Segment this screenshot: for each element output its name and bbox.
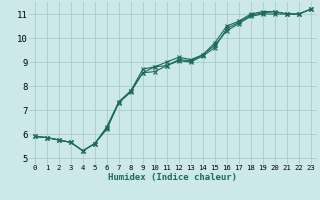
X-axis label: Humidex (Indice chaleur): Humidex (Indice chaleur) xyxy=(108,173,237,182)
